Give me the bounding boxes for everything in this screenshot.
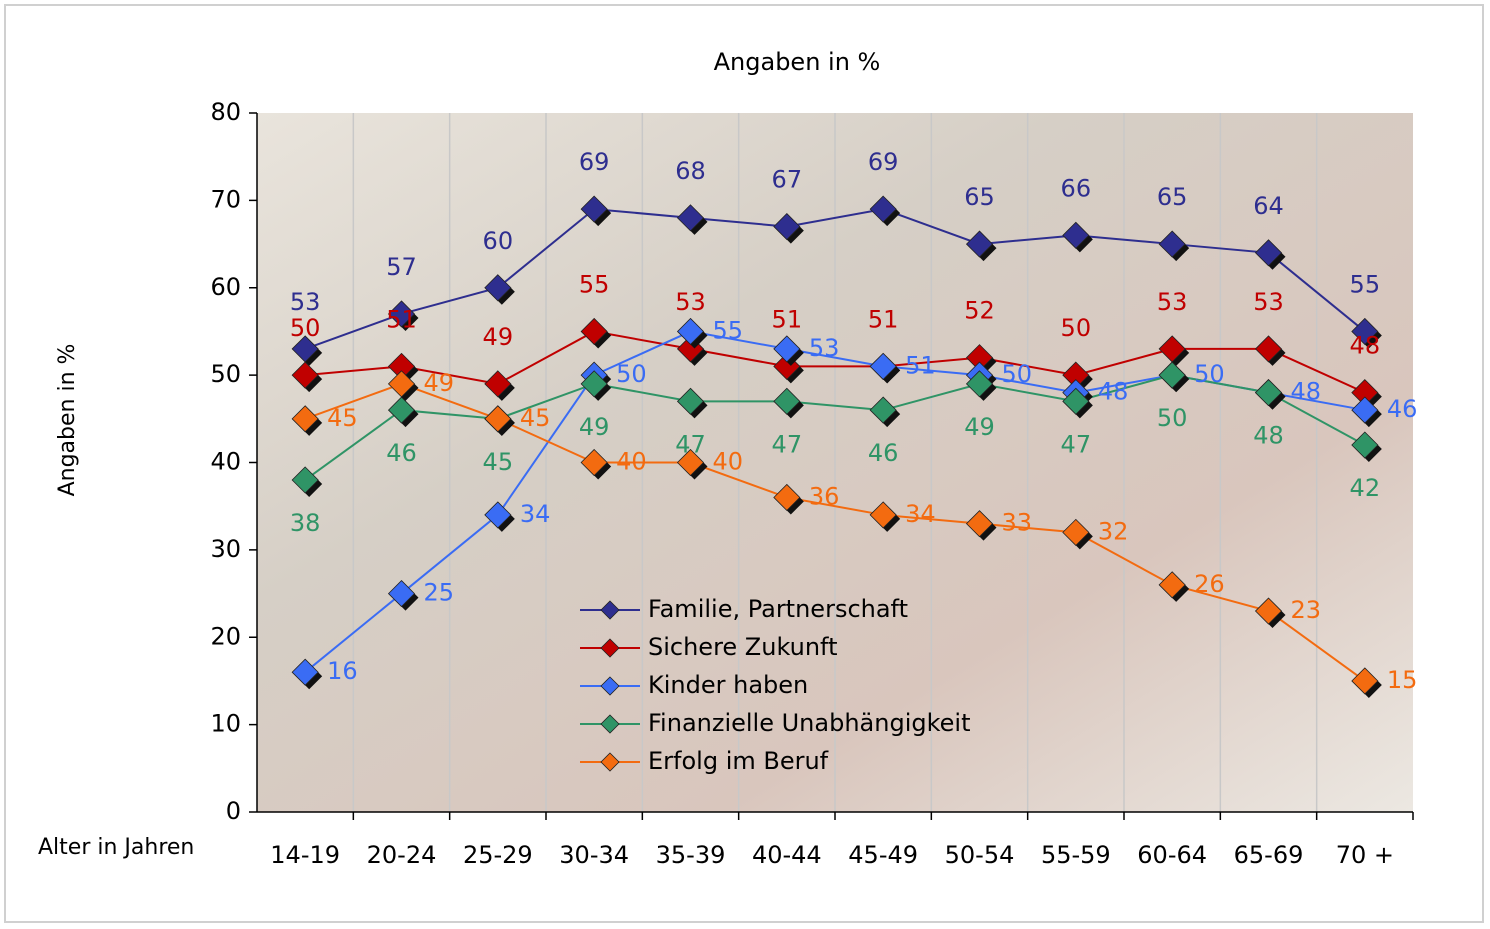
data-label: 49 xyxy=(579,413,610,441)
data-label: 50 xyxy=(1194,360,1225,388)
legend-label: Sichere Zukunft xyxy=(648,633,837,661)
data-label: 26 xyxy=(1194,570,1225,598)
x-tick-label: 50-54 xyxy=(945,841,1015,869)
data-label: 65 xyxy=(964,183,995,211)
data-label: 48 xyxy=(1253,422,1284,450)
data-label: 69 xyxy=(579,148,610,176)
data-label: 47 xyxy=(1061,430,1092,458)
data-label: 34 xyxy=(520,500,551,528)
data-label: 36 xyxy=(809,482,840,510)
data-label: 66 xyxy=(1061,174,1092,202)
data-label: 42 xyxy=(1350,474,1381,502)
data-label: 67 xyxy=(772,166,803,194)
y-tick-label: 60 xyxy=(210,273,241,301)
data-label: 55 xyxy=(713,316,744,344)
y-tick-label: 70 xyxy=(210,185,241,213)
y-tick-label: 80 xyxy=(210,98,241,126)
y-tick-label: 50 xyxy=(210,360,241,388)
data-label: 51 xyxy=(386,305,417,333)
data-label: 38 xyxy=(290,509,321,537)
data-label: 47 xyxy=(772,430,803,458)
x-tick-label: 60-64 xyxy=(1137,841,1207,869)
legend-label: Finanzielle Unabhängigkeit xyxy=(648,709,971,737)
chart-title: Angaben in % xyxy=(714,48,881,76)
data-label: 53 xyxy=(290,288,321,316)
data-label: 46 xyxy=(868,439,899,467)
data-label: 45 xyxy=(520,404,551,432)
data-label: 53 xyxy=(1253,288,1284,316)
x-tick-label: 30-34 xyxy=(559,841,629,869)
data-label: 53 xyxy=(1157,288,1188,316)
data-label: 51 xyxy=(868,305,899,333)
data-label: 53 xyxy=(675,288,706,316)
x-axis-label: Alter in Jahren xyxy=(38,835,194,860)
x-tick-label: 70 + xyxy=(1336,841,1394,869)
data-label: 49 xyxy=(964,413,995,441)
data-label: 51 xyxy=(905,351,936,379)
data-label: 23 xyxy=(1291,596,1322,624)
data-label: 48 xyxy=(1350,332,1381,360)
data-label: 69 xyxy=(868,148,899,176)
x-tick-label: 20-24 xyxy=(367,841,437,869)
data-label: 50 xyxy=(1061,314,1092,342)
data-label: 50 xyxy=(616,360,647,388)
data-label: 52 xyxy=(964,297,995,325)
data-label: 55 xyxy=(1350,270,1381,298)
x-tick-label: 25-29 xyxy=(463,841,533,869)
data-label: 64 xyxy=(1253,192,1284,220)
data-label: 53 xyxy=(809,334,840,362)
data-label: 46 xyxy=(386,439,417,467)
y-tick-label: 30 xyxy=(210,535,241,563)
y-tick-label: 20 xyxy=(210,622,241,650)
data-label: 40 xyxy=(713,448,744,476)
x-tick-label: 45-49 xyxy=(848,841,918,869)
data-label: 51 xyxy=(772,305,803,333)
data-label: 48 xyxy=(1098,378,1129,406)
y-tick-label: 0 xyxy=(226,797,241,825)
data-label: 65 xyxy=(1157,183,1188,211)
data-label: 55 xyxy=(579,270,610,298)
legend-label: Erfolg im Beruf xyxy=(648,747,829,775)
x-tick-label: 40-44 xyxy=(752,841,822,869)
y-axis-label: Angaben in % xyxy=(55,344,80,497)
legend-label: Kinder haben xyxy=(648,671,808,699)
data-label: 68 xyxy=(675,157,706,185)
x-tick-label: 65-69 xyxy=(1234,841,1304,869)
data-label: 49 xyxy=(483,323,514,351)
page: {"chart_data": {"type": "line", "title":… xyxy=(0,0,1490,929)
data-label: 34 xyxy=(905,500,936,528)
chart: Angaben in % Angaben in % Alter in Jahre… xyxy=(0,0,1490,929)
data-label: 49 xyxy=(424,369,455,397)
data-label: 33 xyxy=(1002,509,1033,537)
x-tick-label: 35-39 xyxy=(656,841,726,869)
data-label: 15 xyxy=(1387,666,1418,694)
y-tick-label: 40 xyxy=(210,448,241,476)
data-label: 32 xyxy=(1098,517,1129,545)
data-label: 50 xyxy=(290,314,321,342)
data-label: 60 xyxy=(483,227,514,255)
data-label: 16 xyxy=(327,657,358,685)
data-label: 45 xyxy=(483,448,514,476)
data-label: 25 xyxy=(424,579,455,607)
legend-label: Familie, Partnerschaft xyxy=(648,595,908,623)
x-tick-label: 14-19 xyxy=(270,841,340,869)
data-label: 50 xyxy=(1157,404,1188,432)
x-tick-label: 55-59 xyxy=(1041,841,1111,869)
data-label: 48 xyxy=(1291,378,1322,406)
data-label: 46 xyxy=(1387,395,1418,423)
data-label: 45 xyxy=(327,404,358,432)
data-label: 40 xyxy=(616,448,647,476)
data-label: 50 xyxy=(1002,360,1033,388)
y-tick-label: 10 xyxy=(210,710,241,738)
data-label: 57 xyxy=(386,253,417,281)
